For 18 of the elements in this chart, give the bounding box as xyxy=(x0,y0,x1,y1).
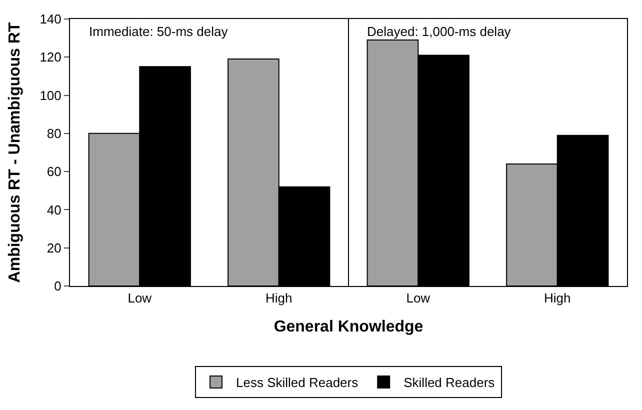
y-tick-label: 120 xyxy=(40,50,62,65)
x-tick-label: High xyxy=(544,290,571,306)
x-tick-label: Low xyxy=(406,290,431,306)
x-tick-label: High xyxy=(266,290,292,306)
x-tick-label: Low xyxy=(128,290,152,306)
y-tick-label: 40 xyxy=(46,202,62,218)
y-tick-label: 60 xyxy=(46,164,62,180)
y-axis-title: Ambiguous RT - Unambiguous RT xyxy=(6,22,24,283)
y-tick-label: 20 xyxy=(46,240,62,256)
annotation: Immediate: 50-ms delay xyxy=(89,24,228,39)
legend-label: Less Skilled Readers xyxy=(236,375,359,390)
y-tick-label: 100 xyxy=(40,88,62,103)
y-tick-label: 140 xyxy=(40,12,62,27)
legend-label: Skilled Readers xyxy=(404,375,496,390)
y-tick-label: 80 xyxy=(46,126,62,141)
annotation: Delayed: 1,000-ms delay xyxy=(367,24,512,39)
y-tick-label: 0 xyxy=(54,278,62,294)
x-axis-title: General Knowledge xyxy=(274,318,424,336)
